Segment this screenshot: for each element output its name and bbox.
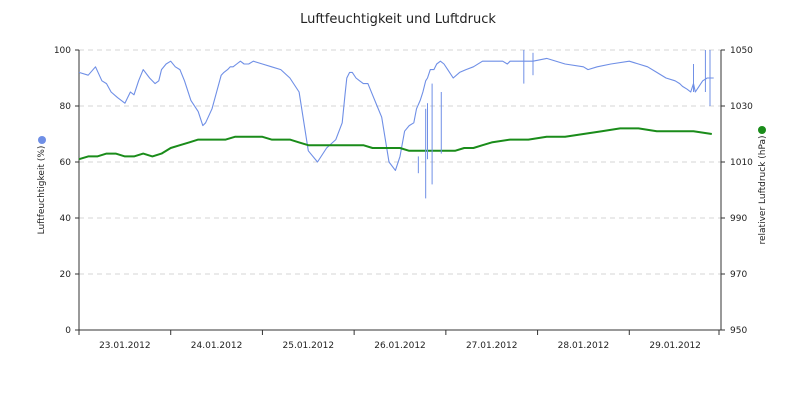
x-tick-label: 24.01.2012 (191, 341, 243, 351)
left-tick-label: 40 (60, 214, 72, 224)
right-axis-title: relativer Luftdruck (hPa) (758, 135, 768, 244)
left-axis-title: Luftfeuchtigkeit (%) (37, 146, 47, 235)
left-tick-label: 0 (65, 326, 71, 336)
left-axis-ticks: 0 20 40 60 80 100 (54, 46, 79, 336)
humidity-series-line (78, 57, 714, 171)
x-tick-label: 28.01.2012 (558, 341, 610, 351)
right-tick-label: 950 (730, 326, 747, 336)
x-tick-label: 29.01.2012 (649, 341, 701, 351)
x-tick-label: 25.01.2012 (283, 341, 335, 351)
left-tick-label: 80 (60, 102, 72, 112)
x-tick-label: 27.01.2012 (466, 341, 518, 351)
chart-title: Luftfeuchtigkeit und Luftdruck (300, 12, 496, 27)
pressure-series-line (78, 127, 712, 161)
humidity-legend-dot (38, 136, 46, 144)
right-tick-label: 970 (730, 270, 747, 280)
left-tick-label: 60 (60, 158, 72, 168)
plot-area (78, 50, 714, 199)
right-axis-ticks: 950 970 990 1010 1030 1050 (721, 46, 753, 336)
right-tick-label: 1010 (730, 158, 753, 168)
left-tick-label: 100 (54, 46, 71, 56)
left-tick-label: 20 (60, 270, 72, 280)
right-tick-label: 1050 (730, 46, 753, 56)
right-tick-label: 1030 (730, 102, 753, 112)
x-tick-label: 26.01.2012 (374, 341, 426, 351)
right-tick-label: 990 (730, 214, 747, 224)
x-tick-label: 23.01.2012 (99, 341, 151, 351)
pressure-legend-dot (758, 126, 766, 134)
gridlines (79, 49, 721, 275)
x-axis-ticks: 23.01.2012 24.01.2012 25.01.2012 26.01.2012… (78, 330, 720, 351)
